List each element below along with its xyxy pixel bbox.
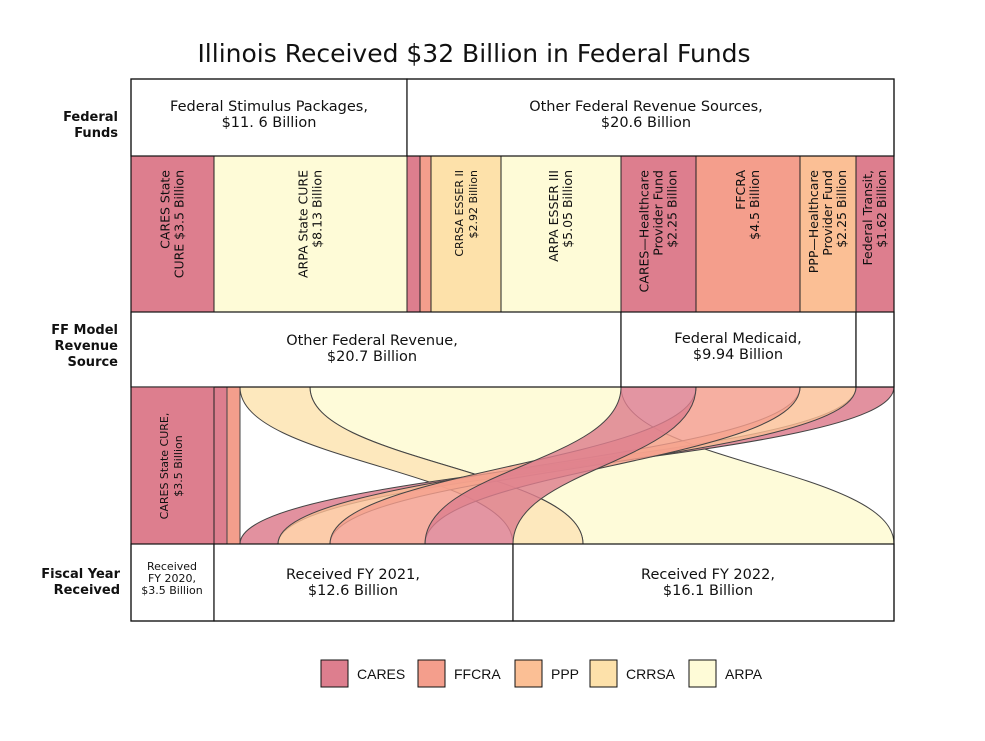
segment-rect	[406, 155, 421, 313]
flow-ribbon-ffcra-thin	[226, 386, 241, 545]
segment-label-line: CARES State	[158, 170, 173, 249]
segment-ffcra: FFCRA $4.5 Billion	[695, 155, 801, 313]
other-sources-box-rect	[406, 78, 895, 157]
stimulus-box: Federal Stimulus Packages, $11. 6 Billio…	[130, 78, 408, 157]
legend-label: ARPA	[725, 666, 763, 682]
legend-label: FFCRA	[454, 666, 501, 682]
segment-label-line: Provider Fund	[651, 170, 666, 256]
row-label-federal-funds: Federal Funds	[63, 110, 118, 141]
legend-label: CRRSA	[626, 666, 676, 682]
row-label-line: Received	[54, 583, 120, 598]
legend-item-ppp: PPP	[514, 659, 579, 688]
fy2020-box-rect	[130, 543, 215, 622]
other-federal-revenue-box-rect	[130, 311, 622, 388]
fy2021-line: Received FY 2021,	[286, 567, 420, 583]
segment-ppp-healthcare: PPP—Healthcare Provider Fund $2.25 Billion	[799, 155, 857, 313]
flow-ribbons	[213, 386, 895, 545]
diagram-frame	[130, 78, 895, 622]
stimulus-box-line: $11. 6 Billion	[222, 115, 317, 131]
legend-swatch	[320, 659, 349, 688]
legend-item-crrsa: CRRSA	[589, 659, 676, 688]
federal-medicaid-line: Federal Medicaid,	[674, 331, 801, 347]
segment-label-line: $4.5 Billion	[747, 170, 762, 240]
fy2020-box: Received FY 2020, $3.5 Billion	[130, 543, 215, 622]
legend-label: CARES	[357, 666, 405, 682]
segment-label-line: ARPA ESSER III	[546, 170, 561, 262]
flow-cares-label-line: CARES State CURE,	[158, 413, 171, 520]
segment-label-line: CRRSA ESSER II	[453, 170, 466, 257]
row-label-line: Source	[68, 355, 119, 370]
row-label-fiscal-year: Fiscal Year Received	[41, 567, 120, 598]
other-sources-box-line: $20.6 Billion	[601, 115, 691, 131]
fy2021-line: $12.6 Billion	[308, 583, 398, 599]
other-sources-box-line: Other Federal Revenue Sources,	[529, 99, 763, 115]
segment-label-line: FFCRA	[733, 170, 748, 210]
segment-label-line: CURE $3.5 Billion	[172, 170, 187, 278]
row-label-line: Federal	[63, 110, 118, 125]
fy2022-box-rect	[512, 543, 895, 622]
funds-segments-row: CARES State CURE $3.5 Billion ARPA State C…	[130, 155, 895, 313]
row-label-line: Fiscal Year	[41, 567, 120, 582]
cares-state-cure-flow-column: CARES State CURE, $3.5 Billion	[130, 386, 215, 545]
legend-item-ffcra: FFCRA	[417, 659, 501, 688]
other-federal-revenue-line: Other Federal Revenue,	[286, 333, 458, 349]
segment-label-line: $5.05 Billion	[560, 170, 575, 248]
stimulus-box-line: Federal Stimulus Packages,	[170, 99, 368, 115]
segment-label-line: Federal Transit,	[860, 170, 875, 265]
fy2021-box: Received FY 2021, $12.6 Billion	[213, 543, 514, 622]
other-federal-revenue-line: $20.7 Billion	[327, 349, 417, 365]
segment-rect	[430, 155, 502, 313]
segment-label-line: $1.62 Billion	[874, 170, 889, 248]
fy2022-box: Received FY 2022, $16.1 Billion	[512, 543, 895, 622]
segment-cares-state-cure: CARES State CURE $3.5 Billion	[130, 155, 215, 313]
fy2022-line: Received FY 2022,	[641, 567, 775, 583]
legend-swatch	[514, 659, 543, 688]
legend-label: PPP	[551, 666, 579, 682]
fy2020-line: $3.5 Billion	[141, 584, 202, 597]
segment-arpa-state-cure: ARPA State CURE $8.13 Billion	[213, 155, 408, 313]
segment-crrsa-esser-ii: CRRSA ESSER II $2.92 Billion	[430, 155, 502, 313]
segment-federal-transit: Federal Transit, $1.62 Billion	[855, 155, 895, 313]
flow-ribbon-cares-thin	[213, 386, 228, 545]
legend-swatch	[589, 659, 618, 688]
segment-rect	[213, 155, 408, 313]
segment-label-line: Provider Fund	[820, 170, 835, 256]
segment-label-line: $2.25 Billion	[665, 170, 680, 248]
segment-rect	[620, 155, 697, 313]
cares-state-cure-flow	[130, 386, 215, 545]
segment-ffcra-thin	[419, 155, 432, 313]
legend-swatch	[417, 659, 446, 688]
segment-label-line: PPP—Healthcare	[806, 170, 821, 274]
row-label-line: Revenue	[55, 339, 119, 354]
federal-medicaid-box-rect	[620, 311, 857, 388]
legend-item-cares: CARES	[320, 659, 405, 688]
row-label-line: FF Model	[51, 323, 118, 338]
fy2020-line: Received	[147, 560, 197, 573]
fy2020-line: FY 2020,	[148, 572, 196, 585]
federal-medicaid-line: $9.94 Billion	[693, 347, 783, 363]
row-label-line: Funds	[74, 126, 118, 141]
unlabeled-small-box	[855, 311, 895, 388]
flow-cares-label-line: $3.5 Billion	[172, 435, 185, 496]
other-federal-revenue-box: Other Federal Revenue, $20.7 Billion	[130, 311, 622, 388]
page-title: Illinois Received $32 Billion in Federal…	[197, 39, 750, 68]
segment-label-line: $8.13 Billion	[310, 170, 325, 248]
legend: CARES FFCRA PPP CRRSA ARPA	[320, 659, 763, 688]
segment-cares-healthcare: CARES—Healthcare Provider Fund $2.25 Billi…	[620, 155, 697, 313]
legend-swatch	[688, 659, 717, 688]
segment-arpa-esser-iii: ARPA ESSER III $5.05 Billion	[500, 155, 622, 313]
segment-cares-thin	[406, 155, 421, 313]
row-label-ff-model: FF Model Revenue Source	[51, 323, 118, 370]
segment-label-line: CARES—Healthcare	[637, 170, 652, 293]
federal-medicaid-box: Federal Medicaid, $9.94 Billion	[620, 311, 857, 388]
segment-label-line: ARPA State CURE	[296, 170, 311, 278]
segment-label-line: $2.25 Billion	[834, 170, 849, 248]
fy2022-line: $16.1 Billion	[663, 583, 753, 599]
segment-label-line: $2.92 Billion	[467, 170, 480, 238]
segment-rect	[419, 155, 432, 313]
other-sources-box: Other Federal Revenue Sources, $20.6 Bil…	[406, 78, 895, 157]
legend-item-arpa: ARPA	[688, 659, 763, 688]
segment-rect	[695, 155, 801, 313]
